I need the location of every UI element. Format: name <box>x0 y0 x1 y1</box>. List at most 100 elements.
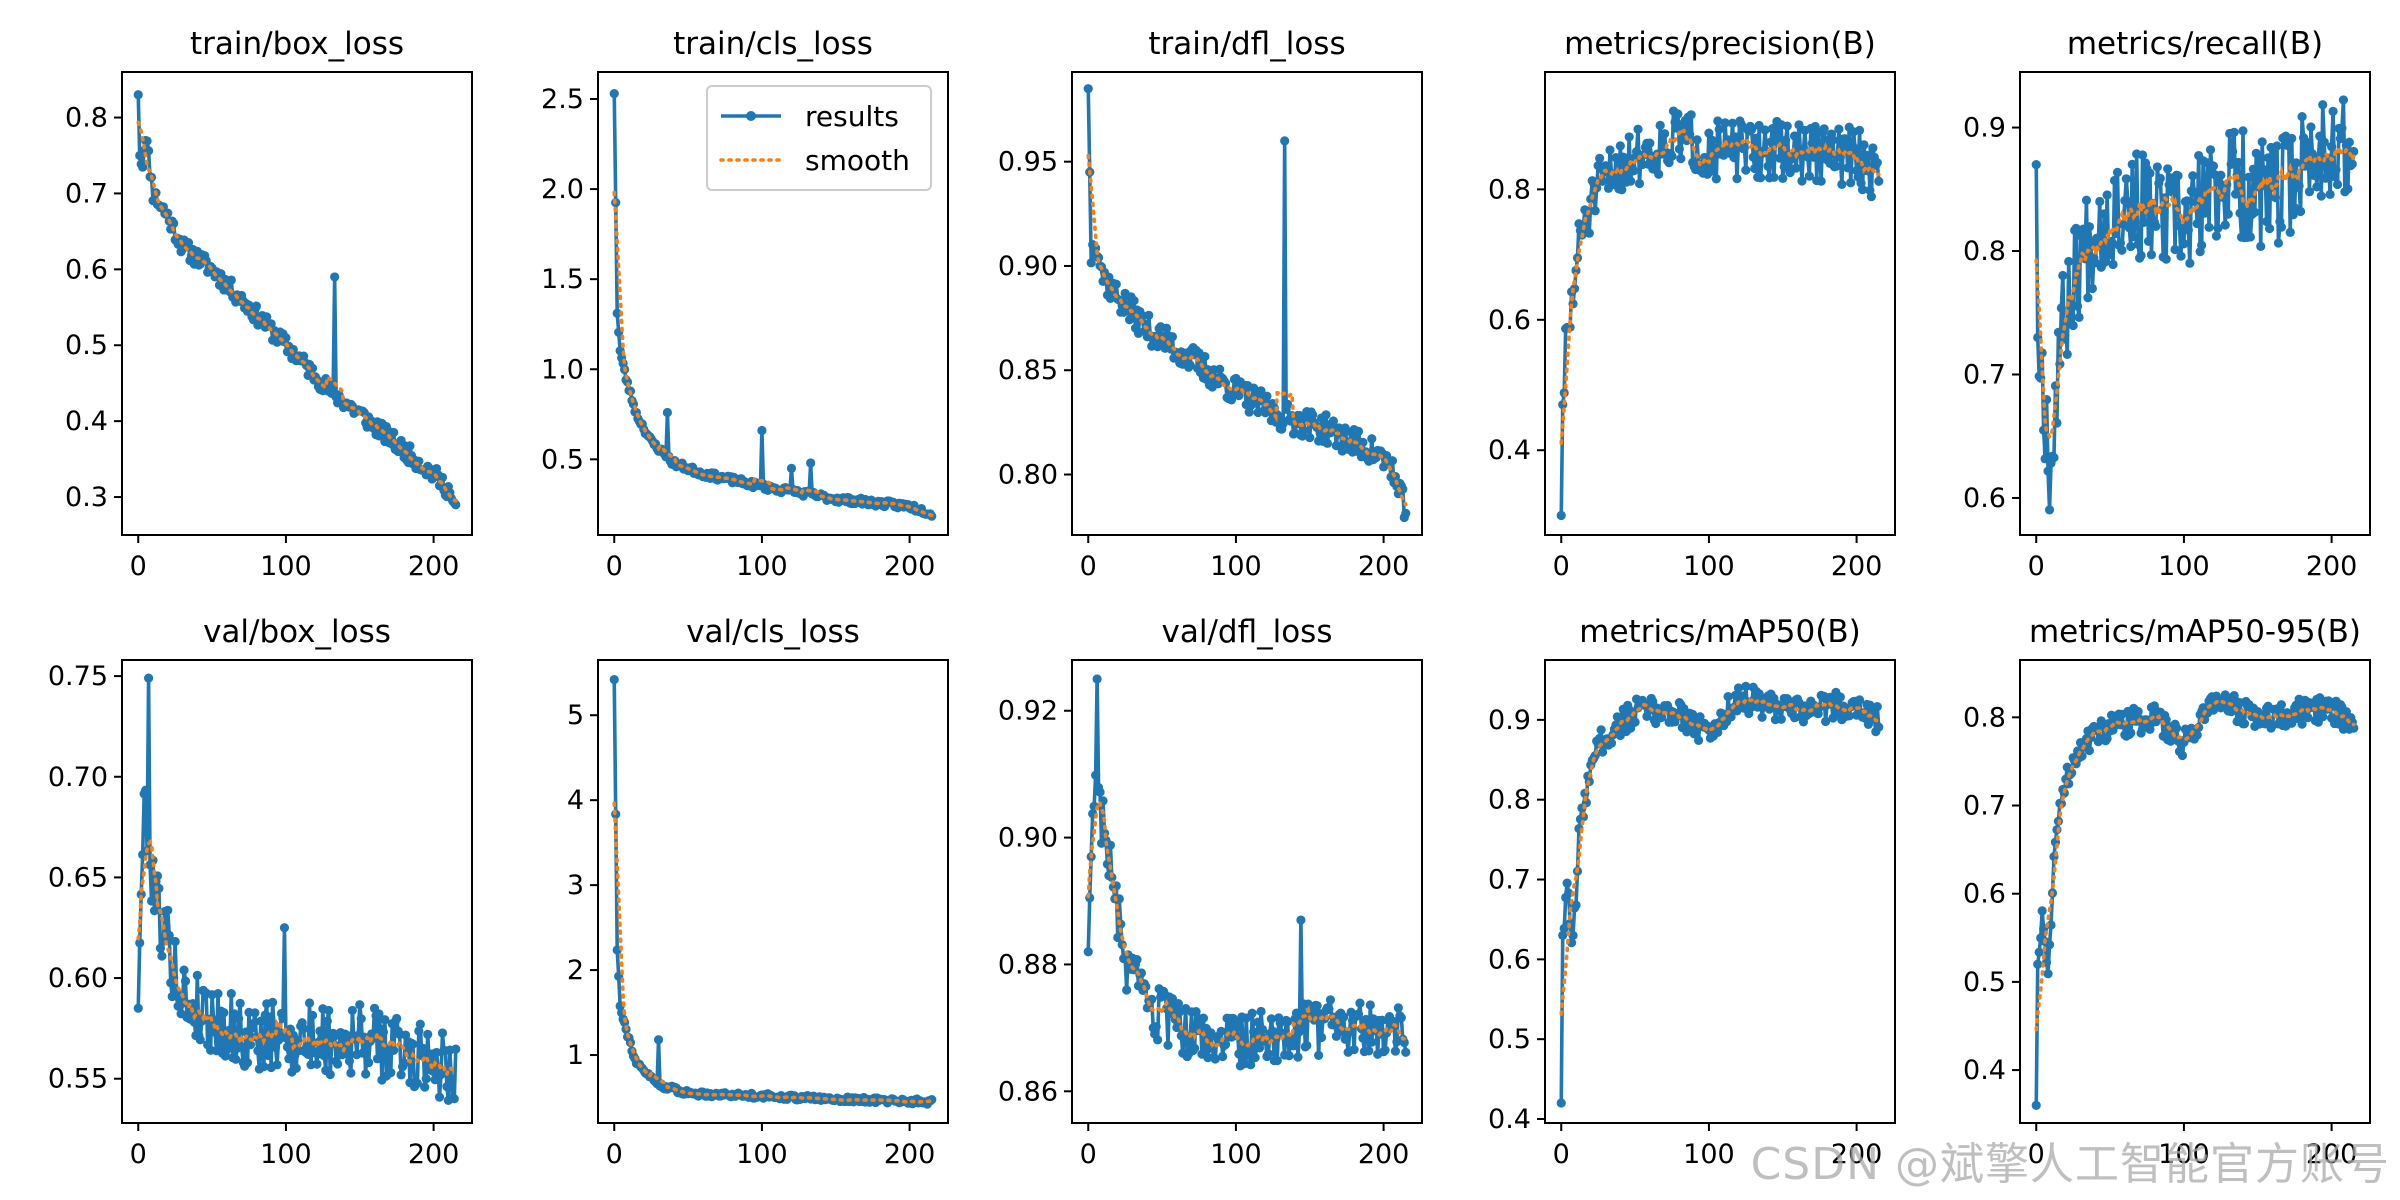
results-point <box>1367 434 1377 444</box>
results-point <box>431 1047 442 1058</box>
x-tick-label: 200 <box>2306 1139 2358 1170</box>
results-point <box>396 1070 406 1080</box>
results-point <box>2213 223 2223 233</box>
results-point <box>231 1054 241 1064</box>
results-point <box>1645 138 1655 148</box>
results-point <box>1083 84 1093 94</box>
x-tick-label: 0 <box>1553 1139 1570 1170</box>
y-tick-label: 0.5 <box>65 330 108 361</box>
panel-title: metrics/precision(B) <box>1564 26 1876 62</box>
results-point <box>225 1039 235 1049</box>
panel-metrics-recall-b: metrics/recall(B) 0 100 200 0.6 0.7 0.8 0.9 <box>1963 26 2371 582</box>
results-point <box>1850 144 1860 154</box>
results-point <box>1866 192 1876 202</box>
y-tick-label: 0.92 <box>998 696 1058 727</box>
results-point <box>1597 747 1608 757</box>
results-point <box>2043 466 2053 476</box>
results-point <box>451 500 461 510</box>
panel-val-dfl-loss: val/dfl_loss 0 100 200 0.86 0.88 0.90 0.92 <box>998 614 1423 1170</box>
results-point <box>372 1054 383 1064</box>
results-point <box>2146 250 2157 260</box>
results-point <box>2084 745 2095 756</box>
results-point <box>138 162 148 172</box>
results-point <box>1568 930 1578 941</box>
panel-title: train/dfl_loss <box>1148 26 1345 62</box>
results-point <box>2318 100 2328 110</box>
results-point <box>1132 954 1142 965</box>
results-point <box>1748 152 1758 162</box>
results-point <box>2049 453 2059 463</box>
results-point <box>2046 920 2056 930</box>
results-point <box>2171 723 2182 733</box>
results-point <box>1161 323 1172 333</box>
results-point <box>1358 437 1368 447</box>
panel-title: val/box_loss <box>203 614 391 650</box>
results-point <box>2179 239 2189 249</box>
results-point <box>434 1092 445 1102</box>
results-point <box>2177 750 2188 761</box>
results-point <box>1597 176 1608 186</box>
results-point <box>1284 1051 1294 1061</box>
results-point <box>183 238 194 248</box>
results-point <box>250 1008 260 1018</box>
y-tick-label: 0.90 <box>998 251 1058 282</box>
results-point <box>1246 1060 1256 1070</box>
legend-smooth-label: smooth <box>805 144 910 177</box>
y-tick-label: 4 <box>567 785 584 816</box>
results-point <box>344 1056 355 1066</box>
x-tick-label: 200 <box>1831 551 1883 582</box>
x-tick-label: 100 <box>736 1139 788 1170</box>
x-tick-label: 0 <box>2028 551 2045 582</box>
results-point <box>2260 165 2270 175</box>
results-point <box>364 1058 374 1068</box>
legend-results-marker <box>746 111 756 121</box>
results-point <box>2137 150 2148 160</box>
results-point <box>2239 719 2250 729</box>
results-point <box>2347 159 2357 169</box>
results-point <box>2245 232 2255 242</box>
results-point <box>1283 399 1293 410</box>
results-point <box>1819 124 1829 134</box>
results-point <box>333 1059 343 1069</box>
results-point <box>1215 364 1225 374</box>
x-tick-label: 200 <box>884 1139 936 1170</box>
results-point <box>2065 313 2075 323</box>
results-point <box>1144 310 1154 320</box>
results-point <box>2108 259 2118 270</box>
smooth-line <box>612 801 934 1104</box>
results-point <box>1872 701 1882 712</box>
results-point <box>2151 717 2161 727</box>
results-point <box>380 1015 390 1025</box>
results-point <box>1654 169 1664 179</box>
results-point <box>1393 1003 1403 1013</box>
watermark: CSDN @斌擎人工智能官方账号 <box>1750 1139 2390 1190</box>
results-point <box>315 1026 325 1036</box>
y-tick-label: 0.95 <box>998 147 1058 178</box>
results-point <box>355 1000 365 1010</box>
results-point <box>248 1019 259 1029</box>
results-point <box>436 1069 446 1080</box>
results-point <box>1837 179 1847 190</box>
results-point <box>2337 123 2347 133</box>
results-point <box>378 1027 388 1037</box>
results-point <box>1111 279 1121 289</box>
results-point <box>1720 118 1730 128</box>
x-tick-label: 100 <box>1210 1139 1262 1170</box>
results-point <box>1086 258 1096 268</box>
results-point <box>1257 1024 1268 1035</box>
x-tick-label: 200 <box>1831 1139 1883 1170</box>
results-point <box>2306 122 2316 132</box>
results-point <box>1595 153 1605 163</box>
results-point <box>446 1074 456 1084</box>
results-point <box>1708 166 1718 176</box>
results-point <box>1387 456 1398 466</box>
results-point <box>1738 691 1748 701</box>
y-tick-label: 0.80 <box>998 460 1058 491</box>
results-point <box>1297 1023 1307 1033</box>
panel-val-box-loss: val/box_loss 0 100 200 0.55 0.60 0.65 0.70 0.75 <box>48 614 473 1170</box>
results-point <box>1163 1040 1173 1050</box>
results-point <box>653 1035 664 1045</box>
results-point <box>757 425 767 436</box>
panel-train-dfl-loss: train/dfl_loss 0 100 200 0.80 0.85 0.90 0.95 <box>998 26 1423 582</box>
